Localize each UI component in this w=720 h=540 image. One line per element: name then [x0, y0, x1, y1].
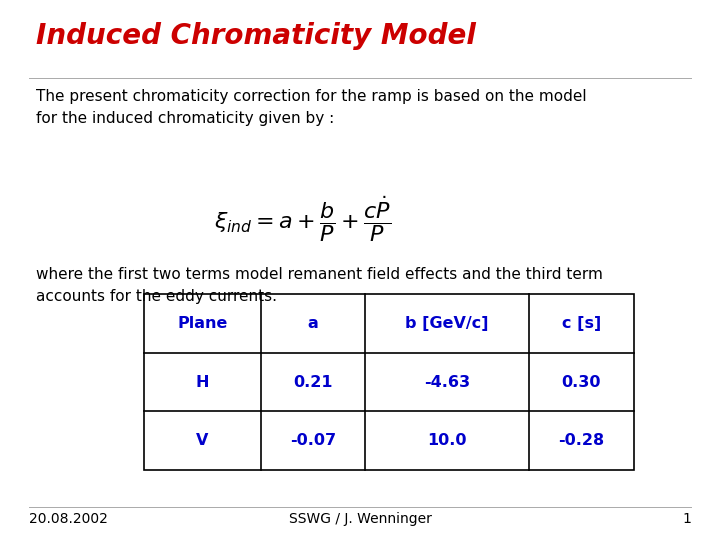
Text: 1: 1	[683, 512, 691, 526]
Text: 0.30: 0.30	[562, 375, 601, 389]
Text: SSWG / J. Wenninger: SSWG / J. Wenninger	[289, 512, 431, 526]
Text: 20.08.2002: 20.08.2002	[29, 512, 108, 526]
Text: -0.07: -0.07	[290, 433, 336, 448]
Text: $\xi_{ind} = a + \dfrac{b}{P} + \dfrac{c\dot{P}}{P}$: $\xi_{ind} = a + \dfrac{b}{P} + \dfrac{c…	[214, 194, 391, 244]
Text: -4.63: -4.63	[424, 375, 470, 389]
Text: b [GeV/c]: b [GeV/c]	[405, 316, 489, 331]
Text: 0.21: 0.21	[293, 375, 333, 389]
Text: -0.28: -0.28	[558, 433, 604, 448]
Text: Plane: Plane	[177, 316, 228, 331]
Text: Induced Chromaticity Model: Induced Chromaticity Model	[36, 22, 476, 50]
Text: a: a	[307, 316, 318, 331]
Text: H: H	[196, 375, 209, 389]
Text: where the first two terms model remanent field effects and the third term
accoun: where the first two terms model remanent…	[36, 267, 603, 305]
Text: c [s]: c [s]	[562, 316, 600, 331]
Bar	[144, 294, 634, 470]
Text: 10.0: 10.0	[428, 433, 467, 448]
Text: V: V	[196, 433, 209, 448]
Text: The present chromaticity correction for the ramp is based on the model
for the i: The present chromaticity correction for …	[36, 89, 587, 126]
